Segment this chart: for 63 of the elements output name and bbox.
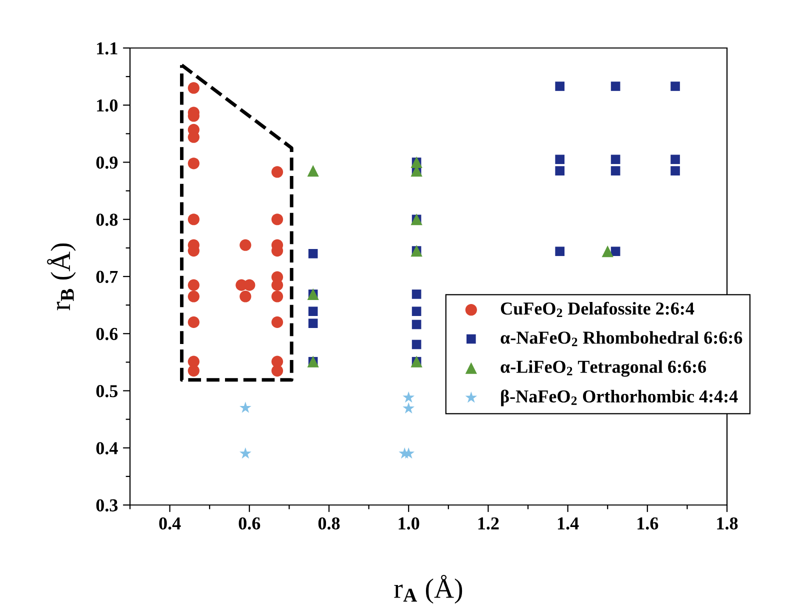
y-tick-label: 1.0 [97,99,118,112]
y-tick-label: 0.3 [96,499,118,512]
legend-label: CuFeO$_{2}$ Delafossite 2:6:4 [500,302,694,317]
point [555,246,564,256]
point [610,246,620,256]
point [240,290,252,302]
x-axis-title: r$_{A}$ (Å) [394,574,462,604]
x-tick-label: 1.6 [638,517,658,530]
legend-label: α-LiFeO$_{2}$ Tetragonal 6:6:6 [500,360,706,377]
point [188,82,200,94]
point [555,154,564,164]
x-tick-label: 1.0 [398,517,420,530]
y-tick-label: 0.4 [96,442,118,454]
x-tick-label: 1.2 [478,517,499,530]
point [240,447,252,459]
y-tick-label: 0.7 [96,270,118,284]
point [412,306,422,316]
point [188,364,200,377]
x-tick-label: 1.4 [558,517,579,530]
y-tick-label: 0.5 [96,385,118,398]
point [307,165,319,177]
point [308,306,318,316]
point [271,290,284,302]
y-tick-label: 0.6 [96,328,118,340]
point [402,402,415,414]
point [188,316,200,328]
point [610,82,620,91]
y-tick-label: 0.9 [96,156,118,169]
point [555,82,564,91]
point [188,290,200,302]
point [271,316,284,328]
legend-label: α-NaFeO$_{2}$ Rhombohedral 6:6:6 [500,331,742,346]
point [602,246,614,258]
y-axis-title: r$_{B}$ (Å) [47,243,76,310]
point [412,290,422,299]
point [412,320,422,330]
point [188,214,200,226]
point [240,402,252,413]
legend-label: β-NaFeO$_{2}$ Orthorhombic 4:4:4 [501,390,738,406]
point [271,364,284,377]
y-tick-label: 1.1 [97,42,118,55]
point [610,166,620,176]
point [402,447,415,459]
point [244,279,256,291]
x-tick-label: 0.6 [238,517,260,530]
y-tick-label: 0.8 [96,214,118,226]
point [555,166,564,176]
x-tick-label: 0.4 [159,517,181,530]
point [670,82,680,91]
point [412,340,422,350]
point [188,279,200,291]
point [308,248,318,258]
point [271,214,284,226]
point [402,391,415,403]
point [271,166,284,178]
point [308,318,318,328]
point [240,239,252,251]
point [610,154,620,164]
point [188,158,200,170]
x-tick-label: 1.8 [717,517,738,530]
point [670,166,680,176]
x-tick-label: 0.8 [318,517,340,530]
point [670,154,680,164]
